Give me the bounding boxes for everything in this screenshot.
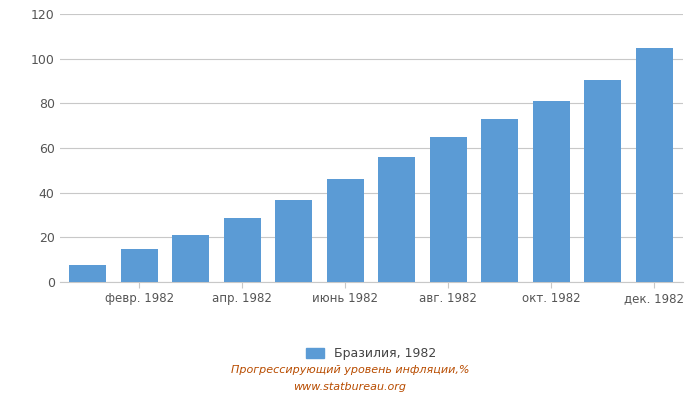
Text: www.statbureau.org: www.statbureau.org xyxy=(293,382,407,392)
Bar xyxy=(430,137,467,282)
Bar xyxy=(224,218,261,282)
Bar xyxy=(121,248,158,282)
Legend: Бразилия, 1982: Бразилия, 1982 xyxy=(306,347,436,360)
Bar xyxy=(533,101,570,282)
Bar xyxy=(378,157,415,282)
Bar xyxy=(172,235,209,282)
Text: Прогрессирующий уровень инфляции,%: Прогрессирующий уровень инфляции,% xyxy=(231,365,469,375)
Bar xyxy=(584,80,621,282)
Bar xyxy=(481,119,518,282)
Bar xyxy=(275,200,312,282)
Bar xyxy=(327,179,364,282)
Bar xyxy=(69,265,106,282)
Bar xyxy=(636,48,673,282)
